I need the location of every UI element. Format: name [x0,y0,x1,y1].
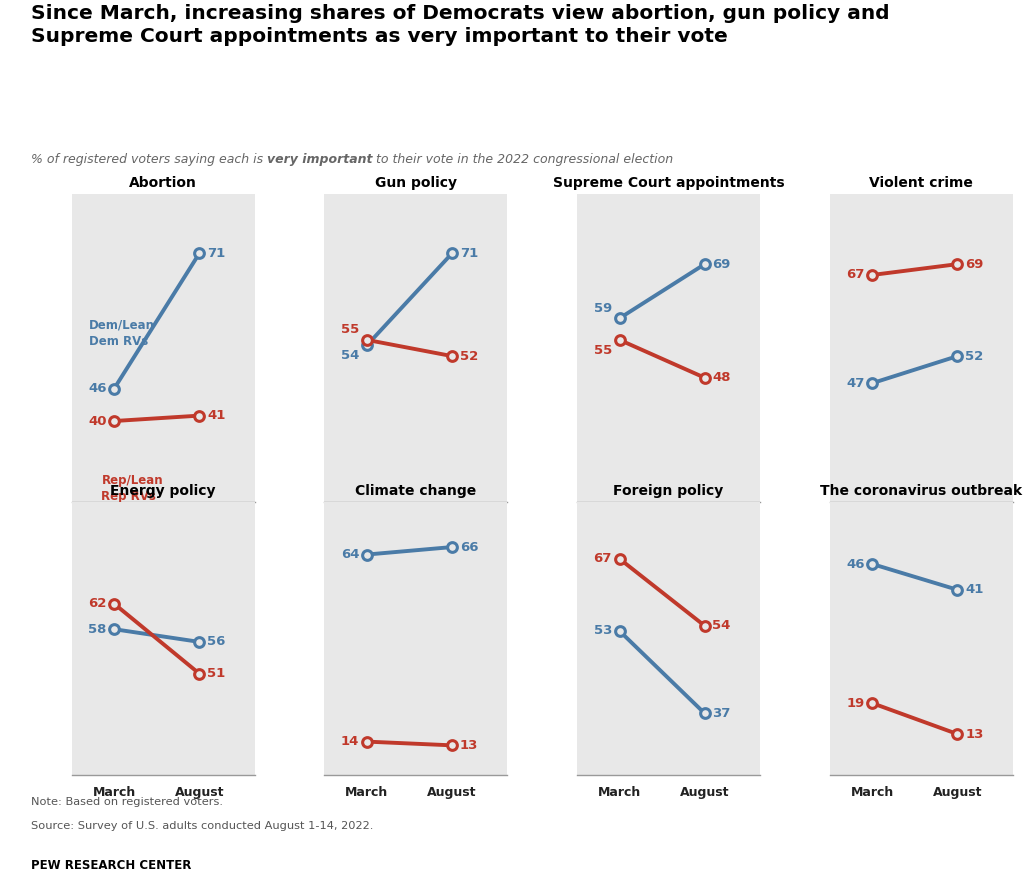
Text: 13: 13 [965,728,983,741]
Text: 58: 58 [88,623,106,636]
Text: PEW RESEARCH CENTER: PEW RESEARCH CENTER [31,859,191,872]
Text: to their vote in the 2022 congressional election: to their vote in the 2022 congressional … [372,152,673,166]
Text: 41: 41 [207,409,225,422]
Text: 53: 53 [593,625,612,638]
Text: 54: 54 [341,349,359,362]
Text: 13: 13 [459,739,478,751]
Text: Since March, increasing shares of Democrats view abortion, gun policy and
Suprem: Since March, increasing shares of Democr… [31,4,889,46]
Title: The coronavirus outbreak: The coronavirus outbreak [820,485,1022,499]
Text: 19: 19 [846,697,864,709]
Text: 66: 66 [459,541,478,553]
Text: 67: 67 [593,552,612,566]
Text: Source: Survey of U.S. adults conducted August 1-14, 2022.: Source: Survey of U.S. adults conducted … [31,821,373,831]
Text: 54: 54 [712,619,730,633]
Title: Energy policy: Energy policy [110,485,216,499]
Text: 59: 59 [593,301,612,315]
Text: Dem/Lean
Dem RVs: Dem/Lean Dem RVs [89,319,154,348]
Title: Gun policy: Gun policy [374,176,457,190]
Text: 37: 37 [712,707,730,720]
Text: 56: 56 [207,635,225,648]
Text: 46: 46 [846,558,864,571]
Text: 71: 71 [459,247,478,260]
Text: Note: Based on registered voters.: Note: Based on registered voters. [31,797,223,807]
Text: 69: 69 [965,257,983,270]
Text: 71: 71 [207,247,225,260]
Text: 46: 46 [88,382,106,395]
Text: 62: 62 [88,597,106,611]
Title: Supreme Court appointments: Supreme Court appointments [552,176,785,190]
Text: 55: 55 [341,323,359,337]
Text: very important: very important [267,152,372,166]
Title: Climate change: Climate change [355,485,477,499]
Text: 41: 41 [965,583,983,596]
Text: 67: 67 [846,269,864,281]
Title: Foreign policy: Foreign policy [614,485,723,499]
Text: % of registered voters saying each is: % of registered voters saying each is [31,152,267,166]
Text: 52: 52 [965,350,983,363]
Text: 69: 69 [712,257,730,270]
Text: 51: 51 [207,667,225,680]
Text: 55: 55 [593,344,612,357]
Text: 40: 40 [88,415,106,427]
Text: 52: 52 [459,350,478,363]
Title: Violent crime: Violent crime [870,176,973,190]
Text: 14: 14 [341,735,359,748]
Text: 47: 47 [846,377,864,389]
Title: Abortion: Abortion [129,176,197,190]
Text: 64: 64 [341,548,359,561]
Text: Rep/Lean
Rep RVs: Rep/Lean Rep RVs [101,474,163,503]
Text: 48: 48 [712,371,730,384]
